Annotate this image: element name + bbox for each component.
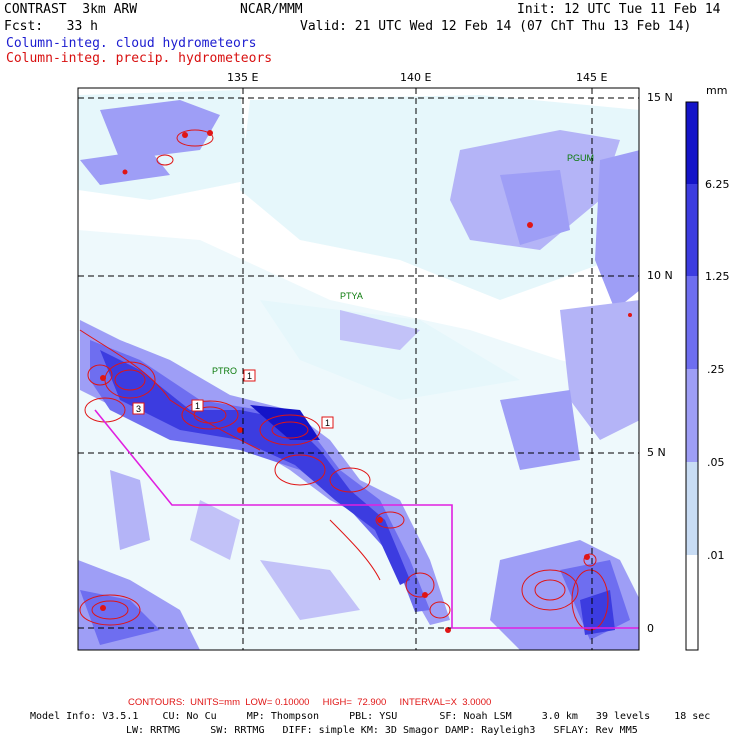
- model-info-line2: LW: RRTMG SW: RRTMG DIFF: simple KM: 3D …: [126, 725, 638, 736]
- lon-label-140: 140 E: [400, 71, 432, 84]
- lat-label-0: 0: [647, 622, 654, 635]
- precip-field-label: Column-integ. precip. hydrometeors: [6, 51, 273, 66]
- contour-box-3: 3: [132, 402, 145, 415]
- cloud-field-label: Column-integ. cloud hydrometeors: [6, 36, 257, 51]
- colorbar-unit: mm: [706, 84, 728, 97]
- precip-maxima: [100, 130, 632, 633]
- lon-label-145: 145 E: [576, 71, 608, 84]
- colorbar-label-6-25: 6.25: [705, 178, 730, 191]
- lon-label-135: 135 E: [227, 71, 259, 84]
- map-title: CONTRAST 3km ARW: [4, 2, 138, 17]
- map-frame: [77, 87, 640, 651]
- contour-box-1c-label: 1: [325, 418, 330, 428]
- contour-box-3-label: 3: [136, 404, 141, 414]
- colorbar: [685, 101, 699, 651]
- organization: NCAR/MMM: [240, 2, 303, 17]
- contour-box-1a: 1: [243, 369, 256, 382]
- model-info-line1: Model Info: V3.5.1 CU: No Cu MP: Thompso…: [30, 711, 711, 722]
- hydrometeor-shading: [78, 90, 639, 650]
- contour-info: CONTOURS: UNITS=mm LOW= 0.10000 HIGH= 72…: [128, 697, 492, 708]
- colorbar-label-0-05: .05: [707, 456, 725, 469]
- colorbar-label-1-25: 1.25: [705, 270, 730, 283]
- contour-box-1a-label: 1: [247, 371, 252, 381]
- lat-label-10n: 10 N: [647, 269, 673, 282]
- contour-box-1c: 1: [321, 416, 334, 429]
- init-time: Init: 12 UTC Tue 11 Feb 14: [517, 2, 721, 17]
- lat-label-5n: 5 N: [647, 446, 666, 459]
- colorbar-label-0-25: .25: [707, 363, 725, 376]
- precip-contours: [79, 129, 609, 631]
- valid-time: Valid: 21 UTC Wed 12 Feb 14 (07 ChT Thu …: [300, 19, 692, 34]
- station-ptro: PTRO: [212, 366, 237, 376]
- station-pgum: PGUM: [567, 153, 594, 163]
- station-ptya: PTYA: [340, 291, 363, 301]
- contour-box-1b-label: 1: [195, 401, 200, 411]
- contour-box-1b: 1: [191, 399, 204, 412]
- colorbar-label-0-01: .01: [707, 549, 725, 562]
- lat-label-15n: 15 N: [647, 91, 673, 104]
- domain-boundary: [94, 409, 639, 629]
- forecast-hour: Fcst: 33 h: [4, 19, 98, 34]
- lat-lon-grid: [78, 88, 639, 650]
